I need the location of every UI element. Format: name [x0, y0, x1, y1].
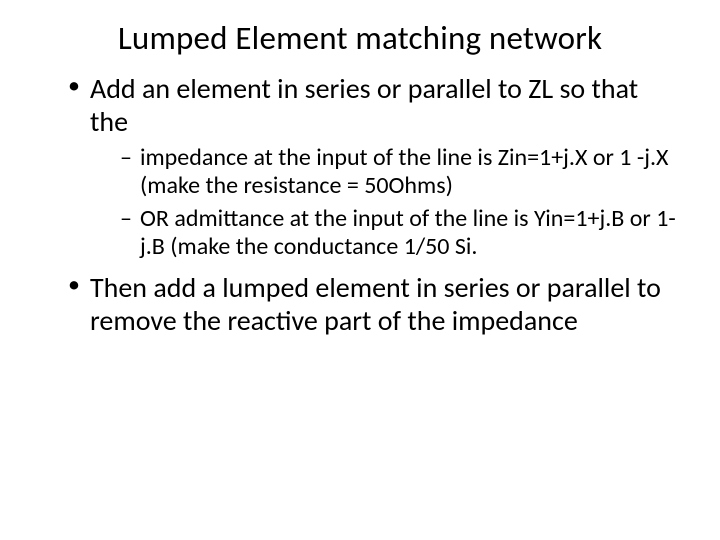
list-item: impedance at the input of the line is Zi…	[120, 144, 680, 201]
bullet-text: Add an element in series or parallel to …	[90, 71, 638, 139]
slide-container: Lumped Element matching network Add an e…	[0, 0, 720, 540]
slide-title: Lumped Element matching network	[40, 18, 680, 58]
list-item: Then add a lumped element in series or p…	[68, 271, 680, 337]
bullet-list-level2: impedance at the input of the line is Zi…	[90, 144, 680, 261]
bullet-text: Then add a lumped element in series or p…	[90, 270, 661, 338]
bullet-list-level1: Add an element in series or parallel to …	[40, 72, 680, 337]
bullet-text: impedance at the input of the line is Zi…	[140, 143, 669, 200]
bullet-text: OR admittance at the input of the line i…	[140, 204, 676, 261]
list-item: Add an element in series or parallel to …	[68, 72, 680, 261]
list-item: OR admittance at the input of the line i…	[120, 205, 680, 262]
